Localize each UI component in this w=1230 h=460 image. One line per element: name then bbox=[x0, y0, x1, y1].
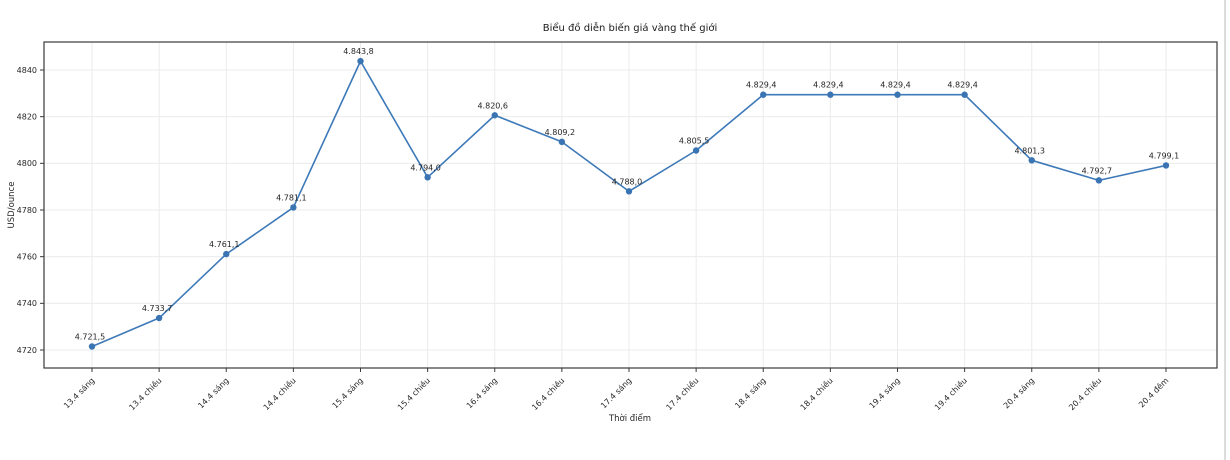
data-point-label: 4.794,0 bbox=[410, 163, 441, 172]
x-tick-label: 17.4 sáng bbox=[599, 376, 633, 410]
data-point-marker bbox=[357, 57, 364, 65]
data-point-marker bbox=[1162, 162, 1170, 169]
x-tick-label: 15.4 chiều bbox=[395, 375, 432, 412]
data-point-marker bbox=[290, 204, 297, 211]
x-tick-label: 20.4 chiều bbox=[1066, 375, 1103, 412]
x-tick-label: 19.4 chiều bbox=[932, 375, 969, 412]
y-tick-label: 4840 bbox=[17, 66, 37, 75]
data-point-label: 4.761,1 bbox=[209, 240, 240, 249]
data-point-label: 4.801,3 bbox=[1014, 146, 1045, 155]
data-point-label: 4.799,1 bbox=[1149, 151, 1180, 160]
data-point-label: 4.792,7 bbox=[1082, 166, 1113, 175]
y-tick-label: 4720 bbox=[17, 346, 37, 355]
x-axis-label: Thời điểm bbox=[608, 413, 651, 424]
x-tick-label: 13.4 sáng bbox=[62, 376, 96, 410]
data-point-marker bbox=[223, 250, 230, 258]
x-tick-label: 16.4 chiều bbox=[529, 375, 566, 412]
x-tick-label: 16.4 sáng bbox=[465, 376, 499, 410]
data-point-marker bbox=[760, 91, 767, 98]
x-tick-label: 17.4 chiều bbox=[664, 375, 701, 412]
data-point-marker bbox=[961, 91, 968, 98]
data-point-marker bbox=[1095, 177, 1103, 184]
x-tick-label: 20.4 đêm bbox=[1136, 375, 1170, 409]
data-point-label: 4.829,4 bbox=[947, 81, 978, 90]
y-tick-label: 4780 bbox=[17, 206, 37, 215]
data-point-marker bbox=[491, 112, 498, 119]
x-tick-label: 18.4 chiều bbox=[798, 375, 835, 412]
chart-title: Biểu đồ diễn biến giá vàng thế giới bbox=[543, 21, 718, 34]
data-point-marker bbox=[692, 147, 700, 154]
page-right-border bbox=[1224, 0, 1226, 460]
price-series: 4.721,5 4.733,7 4.761,1 4.781,1 4.843,8 4.794… bbox=[75, 47, 1180, 350]
data-point-label: 4.733,7 bbox=[142, 304, 173, 313]
data-point-label: 4.721,5 bbox=[75, 333, 106, 342]
x-tick-label: 20.4 sáng bbox=[1002, 376, 1036, 410]
data-point-label: 4.820,6 bbox=[477, 101, 508, 110]
grid-lines bbox=[44, 42, 1217, 368]
data-point-label: 4.829,4 bbox=[813, 81, 844, 90]
axes: 4720 4740 4760 4780 4800 4820 4840 13.4 sáng 13.… bbox=[17, 41, 1218, 412]
data-point-label: 4.809,2 bbox=[545, 128, 576, 137]
x-tick-label: 19.4 sáng bbox=[868, 376, 902, 410]
data-point-marker bbox=[155, 314, 163, 322]
data-point-label: 4.781,1 bbox=[276, 193, 307, 202]
data-point-label: 4.829,4 bbox=[746, 81, 777, 90]
data-point-label: 4.829,4 bbox=[880, 81, 911, 90]
x-tick-label: 14.4 sáng bbox=[196, 376, 230, 410]
data-point-label: 4.843,8 bbox=[343, 47, 374, 56]
data-point-label: 4.805,5 bbox=[679, 137, 710, 146]
y-tick-label: 4820 bbox=[17, 112, 37, 121]
x-tick-label: 14.4 chiều bbox=[261, 375, 298, 412]
data-point-marker bbox=[88, 343, 96, 350]
data-point-marker bbox=[625, 188, 633, 195]
y-axis-label: USD/ounce bbox=[7, 182, 17, 229]
plot-border bbox=[43, 41, 1218, 369]
data-point-marker bbox=[424, 174, 431, 181]
data-point-marker bbox=[894, 91, 901, 98]
x-tick-label: 18.4 sáng bbox=[733, 376, 767, 410]
data-point-label: 4.788,0 bbox=[612, 177, 643, 186]
y-tick-label: 4800 bbox=[17, 159, 37, 168]
data-point-marker bbox=[827, 91, 834, 98]
y-tick-label: 4760 bbox=[17, 252, 37, 261]
x-tick-label: 13.4 chiều bbox=[127, 375, 164, 412]
y-tick-label: 4740 bbox=[17, 299, 37, 308]
data-point-marker bbox=[1028, 157, 1035, 164]
x-tick-label: 15.4 sáng bbox=[331, 376, 365, 410]
data-point-marker bbox=[558, 138, 566, 146]
